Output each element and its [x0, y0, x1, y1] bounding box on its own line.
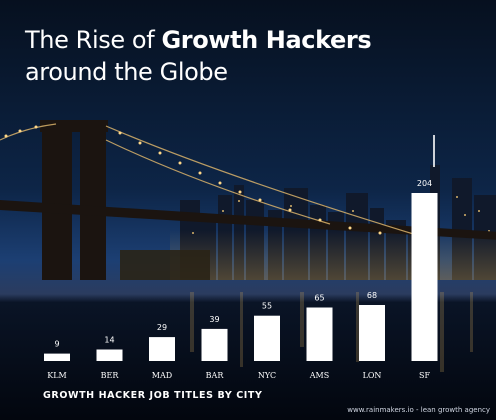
city-glow [170, 230, 496, 280]
sf-tower-spire [433, 135, 435, 167]
data-label-ams: 65 [314, 294, 324, 303]
data-label-mad: 29 [157, 323, 167, 332]
bar-nyc [254, 315, 280, 361]
bar-bar [201, 328, 228, 361]
footer-credit: www.rainmakers.io - lean growth agency [347, 406, 490, 414]
data-label-ber: 14 [104, 336, 114, 345]
bridge-lights [4, 125, 382, 235]
bar-lon [359, 305, 385, 361]
data-label-nyc: 55 [262, 302, 272, 311]
chart-caption: GROWTH HACKER JOB TITLES BY CITY [43, 390, 263, 401]
pier [120, 250, 210, 280]
data-label-klm: 9 [54, 340, 59, 349]
bar-ber [96, 349, 123, 361]
bridge [0, 120, 496, 280]
title-line-1: The Rise of Growth Hackers [25, 26, 372, 54]
tick-label-lon: LON [363, 371, 382, 380]
tick-label-mad: MAD [152, 371, 172, 380]
page-title: The Rise of Growth Hackers around the Gl… [25, 24, 372, 88]
tick-label-sf: SF [419, 371, 430, 380]
title-line-2: around the Globe [25, 58, 228, 86]
tick-label-ber: BER [101, 371, 120, 380]
tick-label-ams: AMS [309, 371, 329, 380]
tick-label-nyc: NYC [258, 371, 276, 380]
title-highlight: Growth Hackers [161, 26, 372, 54]
tick-label-bar: BAR [206, 371, 225, 380]
bridge-cables [0, 123, 421, 237]
bar-ams [306, 307, 333, 361]
bar-sf [411, 193, 438, 361]
bar-klm [44, 353, 70, 361]
bar-mad [149, 337, 175, 361]
data-label-bar: 39 [209, 315, 219, 324]
data-label-sf: 204 [417, 179, 432, 188]
tick-label-klm: KLM [47, 371, 66, 380]
water-reflections [190, 292, 473, 372]
data-label-lon: 68 [367, 291, 377, 300]
